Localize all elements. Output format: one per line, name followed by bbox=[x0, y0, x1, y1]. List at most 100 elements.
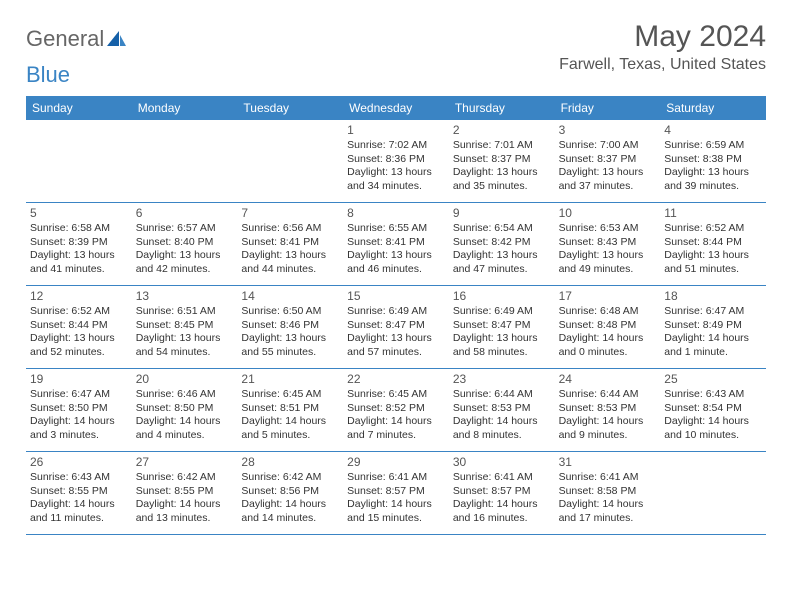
day-cell: 7 Sunrise: 6:56 AMSunset: 8:41 PMDaylight… bbox=[237, 203, 343, 285]
day-cell bbox=[26, 120, 132, 202]
day-detail: Sunrise: 6:42 AMSunset: 8:56 PMDaylight:… bbox=[241, 471, 339, 526]
day-number: 10 bbox=[559, 206, 657, 220]
day-detail: Sunrise: 6:56 AMSunset: 8:41 PMDaylight:… bbox=[241, 222, 339, 277]
week-row: 1 Sunrise: 7:02 AMSunset: 8:36 PMDaylight… bbox=[26, 120, 766, 203]
day-number: 2 bbox=[453, 123, 551, 137]
day-cell: 23Sunrise: 6:44 AMSunset: 8:53 PMDayligh… bbox=[449, 369, 555, 451]
week-row: 19 Sunrise: 6:47 AMSunset: 8:50 PMDayligh… bbox=[26, 369, 766, 452]
month-title: May 2024 bbox=[559, 20, 766, 54]
day-detail: Sunrise: 6:50 AMSunset: 8:46 PMDaylight:… bbox=[241, 305, 339, 360]
day-detail: Sunrise: 6:49 AMSunset: 8:47 PMDaylight:… bbox=[347, 305, 445, 360]
day-cell: 18 Sunrise: 6:47 AMSunset: 8:49 PMDayligh… bbox=[660, 286, 766, 368]
day-detail: Sunrise: 7:01 AMSunset: 8:37 PMDaylight:… bbox=[453, 139, 551, 194]
calendar: SundayMondayTuesdayWednesdayThursdayFrid… bbox=[26, 96, 766, 535]
day-cell: 28 Sunrise: 6:42 AMSunset: 8:56 PMDayligh… bbox=[237, 452, 343, 534]
day-number: 30 bbox=[453, 455, 551, 469]
day-header-cell: Monday bbox=[132, 96, 238, 120]
day-header-cell: Tuesday bbox=[237, 96, 343, 120]
day-detail: Sunrise: 6:41 AMSunset: 8:57 PMDaylight:… bbox=[347, 471, 445, 526]
day-detail: Sunrise: 6:47 AMSunset: 8:49 PMDaylight:… bbox=[664, 305, 762, 360]
day-number: 15 bbox=[347, 289, 445, 303]
day-number: 17 bbox=[559, 289, 657, 303]
day-number: 18 bbox=[664, 289, 762, 303]
day-number: 23 bbox=[453, 372, 551, 386]
day-detail: Sunrise: 6:59 AMSunset: 8:38 PMDaylight:… bbox=[664, 139, 762, 194]
day-detail: Sunrise: 6:43 AMSunset: 8:54 PMDaylight:… bbox=[664, 388, 762, 443]
day-detail: Sunrise: 6:52 AMSunset: 8:44 PMDaylight:… bbox=[664, 222, 762, 277]
day-detail: Sunrise: 6:44 AMSunset: 8:53 PMDaylight:… bbox=[559, 388, 657, 443]
day-header-cell: Thursday bbox=[449, 96, 555, 120]
day-cell: 22 Sunrise: 6:45 AMSunset: 8:52 PMDayligh… bbox=[343, 369, 449, 451]
day-detail: Sunrise: 6:46 AMSunset: 8:50 PMDaylight:… bbox=[136, 388, 234, 443]
day-header-cell: Wednesday bbox=[343, 96, 449, 120]
day-cell: 29 Sunrise: 6:41 AMSunset: 8:57 PMDayligh… bbox=[343, 452, 449, 534]
day-header-cell: Friday bbox=[555, 96, 661, 120]
day-detail: Sunrise: 6:51 AMSunset: 8:45 PMDaylight:… bbox=[136, 305, 234, 360]
day-detail: Sunrise: 6:54 AMSunset: 8:42 PMDaylight:… bbox=[453, 222, 551, 277]
day-cell: 11 Sunrise: 6:52 AMSunset: 8:44 PMDayligh… bbox=[660, 203, 766, 285]
day-detail: Sunrise: 6:55 AMSunset: 8:41 PMDaylight:… bbox=[347, 222, 445, 277]
day-cell: 8 Sunrise: 6:55 AMSunset: 8:41 PMDaylight… bbox=[343, 203, 449, 285]
day-number: 29 bbox=[347, 455, 445, 469]
calendar-body: 1 Sunrise: 7:02 AMSunset: 8:36 PMDaylight… bbox=[26, 120, 766, 535]
day-cell: 9Sunrise: 6:54 AMSunset: 8:42 PMDaylight… bbox=[449, 203, 555, 285]
day-header-row: SundayMondayTuesdayWednesdayThursdayFrid… bbox=[26, 96, 766, 120]
day-cell: 12Sunrise: 6:52 AMSunset: 8:44 PMDayligh… bbox=[26, 286, 132, 368]
day-detail: Sunrise: 6:47 AMSunset: 8:50 PMDaylight:… bbox=[30, 388, 128, 443]
day-number: 11 bbox=[664, 206, 762, 220]
day-header-cell: Saturday bbox=[660, 96, 766, 120]
day-number: 13 bbox=[136, 289, 234, 303]
day-detail: Sunrise: 6:45 AMSunset: 8:52 PMDaylight:… bbox=[347, 388, 445, 443]
logo: General bbox=[26, 26, 128, 52]
logo-sail-icon bbox=[106, 30, 128, 48]
day-cell: 21Sunrise: 6:45 AMSunset: 8:51 PMDayligh… bbox=[237, 369, 343, 451]
day-number: 3 bbox=[559, 123, 657, 137]
day-cell: 31Sunrise: 6:41 AMSunset: 8:58 PMDayligh… bbox=[555, 452, 661, 534]
day-cell: 20 Sunrise: 6:46 AMSunset: 8:50 PMDayligh… bbox=[132, 369, 238, 451]
logo-text-2: Blue bbox=[26, 62, 70, 88]
day-detail: Sunrise: 6:41 AMSunset: 8:57 PMDaylight:… bbox=[453, 471, 551, 526]
day-number: 25 bbox=[664, 372, 762, 386]
day-detail: Sunrise: 6:41 AMSunset: 8:58 PMDaylight:… bbox=[559, 471, 657, 526]
day-detail: Sunrise: 6:45 AMSunset: 8:51 PMDaylight:… bbox=[241, 388, 339, 443]
day-cell: 6Sunrise: 6:57 AMSunset: 8:40 PMDaylight… bbox=[132, 203, 238, 285]
day-number: 7 bbox=[241, 206, 339, 220]
day-number: 28 bbox=[241, 455, 339, 469]
day-number: 4 bbox=[664, 123, 762, 137]
day-cell: 2 Sunrise: 7:01 AMSunset: 8:37 PMDaylight… bbox=[449, 120, 555, 202]
day-cell: 26Sunrise: 6:43 AMSunset: 8:55 PMDayligh… bbox=[26, 452, 132, 534]
logo-text-1: General bbox=[26, 26, 104, 52]
day-number: 1 bbox=[347, 123, 445, 137]
day-cell: 17Sunrise: 6:48 AMSunset: 8:48 PMDayligh… bbox=[555, 286, 661, 368]
week-row: 12Sunrise: 6:52 AMSunset: 8:44 PMDayligh… bbox=[26, 286, 766, 369]
day-number: 12 bbox=[30, 289, 128, 303]
day-cell: 13 Sunrise: 6:51 AMSunset: 8:45 PMDayligh… bbox=[132, 286, 238, 368]
day-cell: 19 Sunrise: 6:47 AMSunset: 8:50 PMDayligh… bbox=[26, 369, 132, 451]
week-row: 26Sunrise: 6:43 AMSunset: 8:55 PMDayligh… bbox=[26, 452, 766, 535]
day-number: 6 bbox=[136, 206, 234, 220]
day-cell: 24 Sunrise: 6:44 AMSunset: 8:53 PMDayligh… bbox=[555, 369, 661, 451]
title-block: May 2024 Farwell, Texas, United States bbox=[559, 20, 766, 74]
day-number: 24 bbox=[559, 372, 657, 386]
day-number: 14 bbox=[241, 289, 339, 303]
day-cell: 4 Sunrise: 6:59 AMSunset: 8:38 PMDaylight… bbox=[660, 120, 766, 202]
day-detail: Sunrise: 6:53 AMSunset: 8:43 PMDaylight:… bbox=[559, 222, 657, 277]
day-cell: 1 Sunrise: 7:02 AMSunset: 8:36 PMDaylight… bbox=[343, 120, 449, 202]
day-number: 8 bbox=[347, 206, 445, 220]
day-cell bbox=[660, 452, 766, 534]
day-cell: 27Sunrise: 6:42 AMSunset: 8:55 PMDayligh… bbox=[132, 452, 238, 534]
day-number: 20 bbox=[136, 372, 234, 386]
day-detail: Sunrise: 6:49 AMSunset: 8:47 PMDaylight:… bbox=[453, 305, 551, 360]
day-header-cell: Sunday bbox=[26, 96, 132, 120]
day-number: 19 bbox=[30, 372, 128, 386]
day-detail: Sunrise: 7:00 AMSunset: 8:37 PMDaylight:… bbox=[559, 139, 657, 194]
day-number: 22 bbox=[347, 372, 445, 386]
day-cell: 10 Sunrise: 6:53 AMSunset: 8:43 PMDayligh… bbox=[555, 203, 661, 285]
day-cell: 15 Sunrise: 6:49 AMSunset: 8:47 PMDayligh… bbox=[343, 286, 449, 368]
location: Farwell, Texas, United States bbox=[559, 56, 766, 74]
day-number: 26 bbox=[30, 455, 128, 469]
day-cell bbox=[132, 120, 238, 202]
day-detail: Sunrise: 6:58 AMSunset: 8:39 PMDaylight:… bbox=[30, 222, 128, 277]
week-row: 5Sunrise: 6:58 AMSunset: 8:39 PMDaylight… bbox=[26, 203, 766, 286]
day-detail: Sunrise: 7:02 AMSunset: 8:36 PMDaylight:… bbox=[347, 139, 445, 194]
